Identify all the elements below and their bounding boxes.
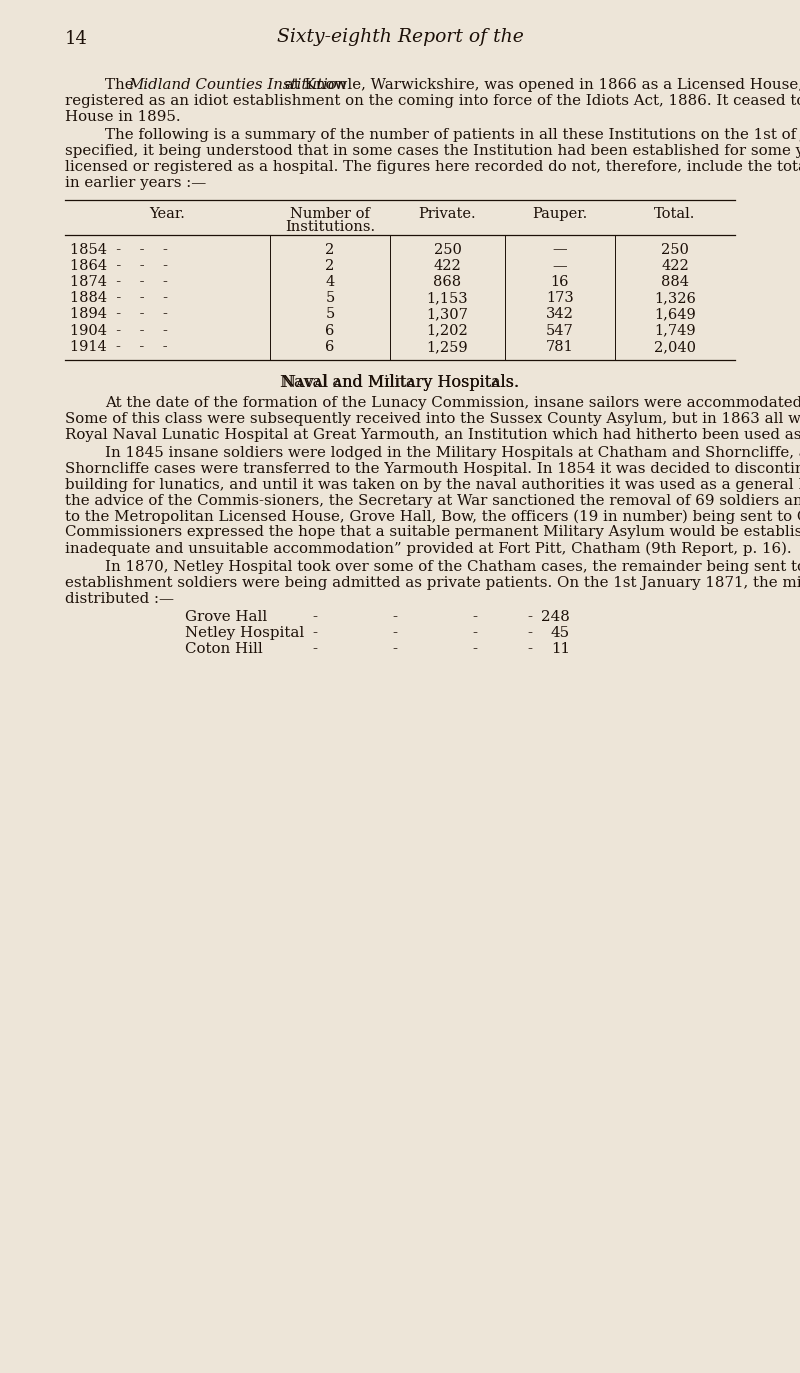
Text: Some of this class were subsequently received into the Sussex County Asylum, but: Some of this class were subsequently rec… (65, 412, 800, 426)
Text: -: - (473, 611, 478, 625)
Text: 248: 248 (541, 611, 570, 625)
Text: licensed or registered as a hospital. The figures here recorded do not, therefor: licensed or registered as a hospital. Th… (65, 161, 800, 174)
Text: —: — (553, 243, 567, 257)
Text: 6: 6 (326, 324, 334, 338)
Text: 1894  -    -    -: 1894 - - - (70, 308, 168, 321)
Text: 5: 5 (326, 308, 334, 321)
Text: specified, it being understood that in some cases the Institution had been estab: specified, it being understood that in s… (65, 144, 800, 158)
Text: 2: 2 (326, 243, 334, 257)
Text: 1,749: 1,749 (654, 324, 696, 338)
Text: -: - (313, 611, 318, 625)
Text: 5: 5 (326, 291, 334, 305)
Text: 2,040: 2,040 (654, 339, 696, 354)
Text: At the date of the formation of the Lunacy Commission, insane sailors were accom: At the date of the formation of the Luna… (105, 395, 800, 411)
Text: 342: 342 (546, 308, 574, 321)
Text: inadequate and unsuitable accommodation” provided at Fort Pitt, Chatham (9th Rep: inadequate and unsuitable accommodation”… (65, 541, 792, 556)
Text: Sixty-eighth Report of the: Sixty-eighth Report of the (277, 27, 523, 47)
Text: -: - (313, 626, 318, 640)
Text: Nᴀvᴀl ᴀnd Mɪlɪtᴀry Hᴏspitᴀls.: Nᴀvᴀl ᴀnd Mɪlɪtᴀry Hᴏspitᴀls. (282, 373, 518, 391)
Text: the advice of the Commis­sioners, the Secretary at War sanctioned the removal of: the advice of the Commis­sioners, the Se… (65, 494, 800, 508)
Text: 1874  -    -    -: 1874 - - - (70, 275, 168, 288)
Text: 1,153: 1,153 (426, 291, 468, 305)
Text: 45: 45 (551, 626, 570, 640)
Text: Pauper.: Pauper. (532, 206, 588, 221)
Text: in earlier years :—: in earlier years :— (65, 176, 206, 189)
Text: distributed :—: distributed :— (65, 592, 174, 605)
Text: Shorncliffe cases were transferred to the Yarmouth Hospital. In 1854 it was deci: Shorncliffe cases were transferred to th… (65, 463, 800, 476)
Text: 1854  -    -    -: 1854 - - - (70, 243, 168, 257)
Text: -: - (527, 611, 533, 625)
Text: The following is a summary of the number of patients in all these Institutions o: The following is a summary of the number… (105, 129, 800, 143)
Text: -: - (393, 626, 398, 640)
Text: -: - (473, 626, 478, 640)
Text: 1,202: 1,202 (426, 324, 468, 338)
Text: building for lunatics, and until it was taken on by the naval authorities it was: building for lunatics, and until it was … (65, 478, 800, 492)
Text: Netley Hospital: Netley Hospital (185, 626, 304, 640)
Text: 868: 868 (434, 275, 462, 288)
Text: establishment soldiers were being admitted as private patients. On the 1st Janua: establishment soldiers were being admitt… (65, 575, 800, 590)
Text: —: — (553, 258, 567, 273)
Text: 1,326: 1,326 (654, 291, 696, 305)
Text: 173: 173 (546, 291, 574, 305)
Text: 250: 250 (434, 243, 462, 257)
Text: 11: 11 (551, 643, 570, 656)
Text: Year.: Year. (150, 206, 186, 221)
Text: Total.: Total. (654, 206, 696, 221)
Text: 547: 547 (546, 324, 574, 338)
Text: -: - (473, 643, 478, 656)
Text: 781: 781 (546, 339, 574, 354)
Text: -: - (393, 611, 398, 625)
Text: 6: 6 (326, 339, 334, 354)
Text: Royal Naval Lunatic Hospital at Great Yarmouth, an Institution which had hithert: Royal Naval Lunatic Hospital at Great Ya… (65, 427, 800, 442)
Text: Private.: Private. (418, 206, 476, 221)
Text: House in 1895.: House in 1895. (65, 110, 181, 124)
Text: -: - (527, 643, 533, 656)
Text: 14: 14 (65, 30, 88, 48)
Text: -: - (527, 626, 533, 640)
Text: Number of: Number of (290, 206, 370, 221)
Text: 1914  -    -    -: 1914 - - - (70, 339, 168, 354)
Text: 1904  -    -    -: 1904 - - - (70, 324, 168, 338)
Text: Grove Hall: Grove Hall (185, 611, 267, 625)
Text: Institutions.: Institutions. (285, 220, 375, 233)
Text: 422: 422 (661, 258, 689, 273)
Text: Naval and Military Hospitals.: Naval and Military Hospitals. (280, 373, 520, 391)
Text: 2: 2 (326, 258, 334, 273)
Text: In 1845 insane soldiers were lodged in the Military Hospitals at Chatham and Sho: In 1845 insane soldiers were lodged in t… (105, 446, 800, 460)
Text: Midland Counties Institution: Midland Counties Institution (129, 78, 347, 92)
Text: 1884  -    -    -: 1884 - - - (70, 291, 168, 305)
Text: 16: 16 (550, 275, 570, 288)
Text: 422: 422 (434, 258, 462, 273)
Text: The: The (105, 78, 138, 92)
Text: -: - (393, 643, 398, 656)
Text: Commissioners expressed the hope that a suitable permanent Military Asylum would: Commissioners expressed the hope that a … (65, 526, 800, 540)
Text: Coton Hill: Coton Hill (185, 643, 262, 656)
Text: 1864  -    -    -: 1864 - - - (70, 258, 168, 273)
Text: 1,649: 1,649 (654, 308, 696, 321)
Text: at Knowle, Warwickshire, was opened in 1866 as a Licensed House, which was: at Knowle, Warwickshire, was opened in 1… (280, 78, 800, 92)
Text: 884: 884 (661, 275, 689, 288)
Text: 1,259: 1,259 (426, 339, 468, 354)
Text: 1,307: 1,307 (426, 308, 469, 321)
Text: to the Metropolitan Licensed House, Grove Hall, Bow, the officers (19 in number): to the Metropolitan Licensed House, Grov… (65, 509, 800, 524)
Text: 4: 4 (326, 275, 334, 288)
Text: 250: 250 (661, 243, 689, 257)
Text: In 1870, Netley Hospital took over some of the Chatham cases, the remainder bein: In 1870, Netley Hospital took over some … (105, 560, 800, 574)
Text: registered as an idiot establishment on the coming into force of the Idiots Act,: registered as an idiot establishment on … (65, 93, 800, 108)
Text: -: - (313, 643, 318, 656)
